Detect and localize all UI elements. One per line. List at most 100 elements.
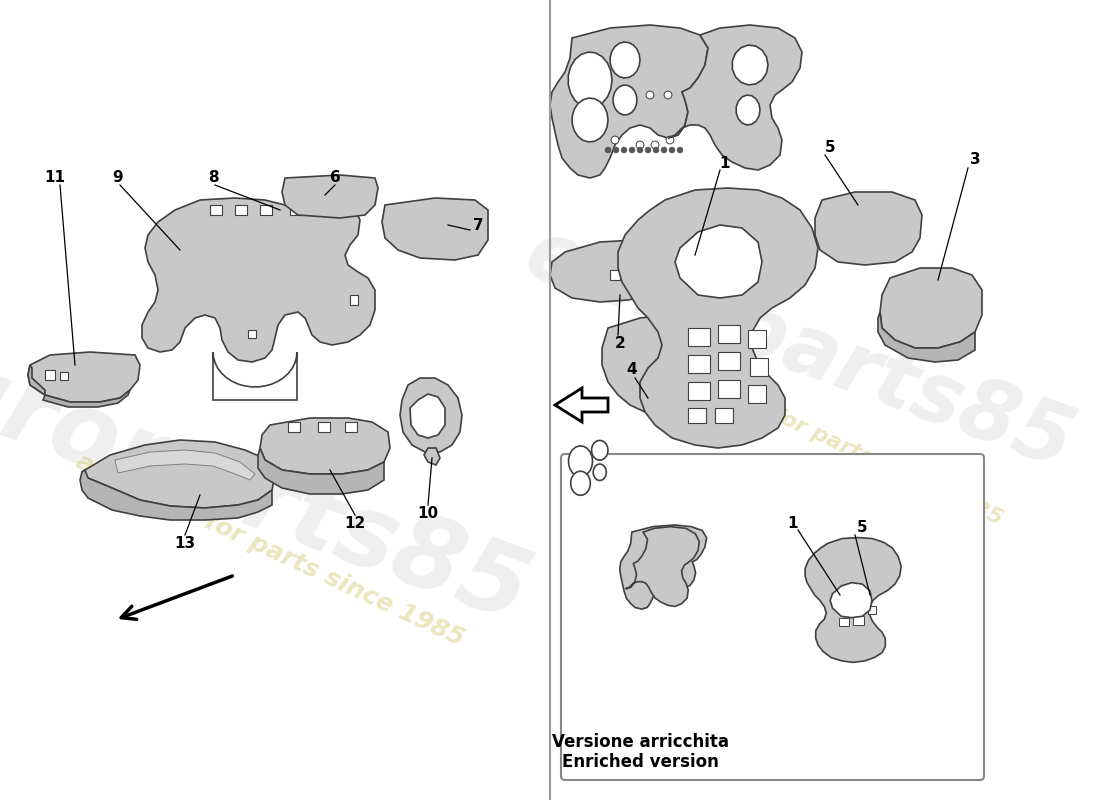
Text: 3: 3 bbox=[970, 153, 980, 167]
Polygon shape bbox=[839, 618, 849, 626]
Polygon shape bbox=[621, 147, 627, 153]
Polygon shape bbox=[618, 188, 818, 448]
Polygon shape bbox=[668, 25, 802, 170]
Text: 5: 5 bbox=[825, 141, 835, 155]
Polygon shape bbox=[318, 422, 330, 432]
Polygon shape bbox=[612, 136, 619, 144]
Polygon shape bbox=[678, 147, 683, 153]
Polygon shape bbox=[878, 312, 975, 362]
Polygon shape bbox=[733, 45, 768, 85]
Polygon shape bbox=[688, 355, 710, 373]
Polygon shape bbox=[82, 440, 275, 508]
Text: 6: 6 bbox=[330, 170, 340, 186]
Polygon shape bbox=[248, 330, 256, 338]
Polygon shape bbox=[569, 52, 612, 108]
Polygon shape bbox=[688, 408, 706, 423]
Polygon shape bbox=[350, 295, 358, 305]
Text: 11: 11 bbox=[44, 170, 66, 186]
Polygon shape bbox=[610, 270, 620, 280]
Polygon shape bbox=[290, 205, 303, 215]
Polygon shape bbox=[605, 147, 610, 153]
Polygon shape bbox=[658, 352, 682, 368]
Polygon shape bbox=[653, 147, 659, 153]
Text: 5: 5 bbox=[857, 519, 867, 534]
Polygon shape bbox=[675, 225, 762, 298]
Polygon shape bbox=[571, 471, 591, 495]
Polygon shape bbox=[736, 95, 760, 125]
Polygon shape bbox=[651, 141, 659, 149]
Text: 2: 2 bbox=[615, 335, 626, 350]
Polygon shape bbox=[880, 268, 982, 348]
Polygon shape bbox=[550, 25, 708, 178]
Polygon shape bbox=[718, 380, 740, 398]
Text: 4: 4 bbox=[627, 362, 637, 378]
Polygon shape bbox=[688, 328, 710, 346]
Polygon shape bbox=[626, 526, 700, 606]
Text: 7: 7 bbox=[473, 218, 483, 233]
Polygon shape bbox=[80, 470, 272, 520]
Polygon shape bbox=[868, 606, 877, 614]
Text: europarts85: europarts85 bbox=[0, 316, 542, 644]
Polygon shape bbox=[718, 352, 740, 370]
Text: a passion for parts since 1985: a passion for parts since 1985 bbox=[654, 351, 1005, 529]
Polygon shape bbox=[750, 358, 768, 376]
Polygon shape bbox=[168, 270, 174, 278]
Polygon shape bbox=[613, 85, 637, 115]
Polygon shape bbox=[410, 394, 446, 438]
Polygon shape bbox=[116, 450, 255, 480]
Polygon shape bbox=[646, 91, 654, 99]
Polygon shape bbox=[619, 525, 706, 609]
Polygon shape bbox=[142, 198, 375, 362]
Polygon shape bbox=[748, 385, 766, 403]
Polygon shape bbox=[45, 370, 55, 380]
Polygon shape bbox=[661, 147, 667, 153]
Text: 13: 13 bbox=[175, 535, 196, 550]
Polygon shape bbox=[636, 141, 644, 149]
Text: 10: 10 bbox=[417, 506, 439, 521]
Text: 9: 9 bbox=[112, 170, 123, 186]
Polygon shape bbox=[718, 325, 740, 343]
Polygon shape bbox=[815, 192, 922, 265]
Polygon shape bbox=[282, 175, 378, 218]
Polygon shape bbox=[556, 388, 608, 422]
Polygon shape bbox=[43, 390, 130, 407]
Polygon shape bbox=[190, 268, 214, 288]
Polygon shape bbox=[629, 147, 635, 153]
Polygon shape bbox=[400, 378, 462, 452]
Text: 8: 8 bbox=[208, 170, 218, 186]
Polygon shape bbox=[235, 205, 248, 215]
Polygon shape bbox=[637, 147, 644, 153]
Polygon shape bbox=[593, 464, 606, 481]
Text: 1: 1 bbox=[719, 155, 730, 170]
Text: Enriched version: Enriched version bbox=[562, 753, 718, 771]
Polygon shape bbox=[839, 605, 849, 614]
Polygon shape bbox=[320, 205, 332, 215]
Polygon shape bbox=[715, 408, 733, 423]
Polygon shape bbox=[664, 91, 672, 99]
Polygon shape bbox=[667, 136, 674, 144]
Polygon shape bbox=[178, 268, 183, 274]
Polygon shape bbox=[592, 440, 608, 460]
Polygon shape bbox=[210, 205, 222, 215]
Polygon shape bbox=[610, 42, 640, 78]
Polygon shape bbox=[748, 330, 766, 348]
Polygon shape bbox=[572, 98, 608, 142]
Polygon shape bbox=[550, 240, 675, 302]
Polygon shape bbox=[150, 218, 210, 285]
Polygon shape bbox=[258, 448, 384, 494]
Polygon shape bbox=[260, 418, 390, 474]
Polygon shape bbox=[854, 603, 864, 612]
Polygon shape bbox=[646, 147, 651, 153]
Polygon shape bbox=[260, 205, 272, 215]
Polygon shape bbox=[669, 147, 675, 153]
Text: 1: 1 bbox=[788, 515, 799, 530]
Polygon shape bbox=[28, 352, 140, 402]
Text: europarts85: europarts85 bbox=[515, 214, 1085, 486]
Polygon shape bbox=[805, 538, 901, 662]
Polygon shape bbox=[345, 422, 358, 432]
Polygon shape bbox=[602, 315, 722, 415]
FancyBboxPatch shape bbox=[561, 454, 984, 780]
Polygon shape bbox=[688, 382, 710, 400]
Text: a passion for parts since 1985: a passion for parts since 1985 bbox=[73, 449, 468, 651]
Polygon shape bbox=[854, 616, 864, 625]
